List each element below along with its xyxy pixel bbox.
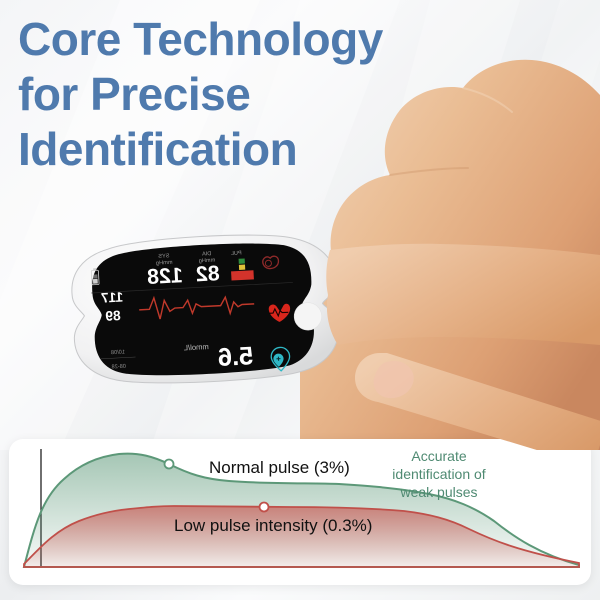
svg-text:weak pulses: weak pulses xyxy=(399,484,477,500)
svg-text:Accurate: Accurate xyxy=(411,448,466,464)
svg-text:Normal pulse (3%): Normal pulse (3%) xyxy=(209,458,350,477)
svg-text:identification of: identification of xyxy=(392,466,486,482)
svg-text:Low pulse intensity (0.3%): Low pulse intensity (0.3%) xyxy=(174,516,372,535)
